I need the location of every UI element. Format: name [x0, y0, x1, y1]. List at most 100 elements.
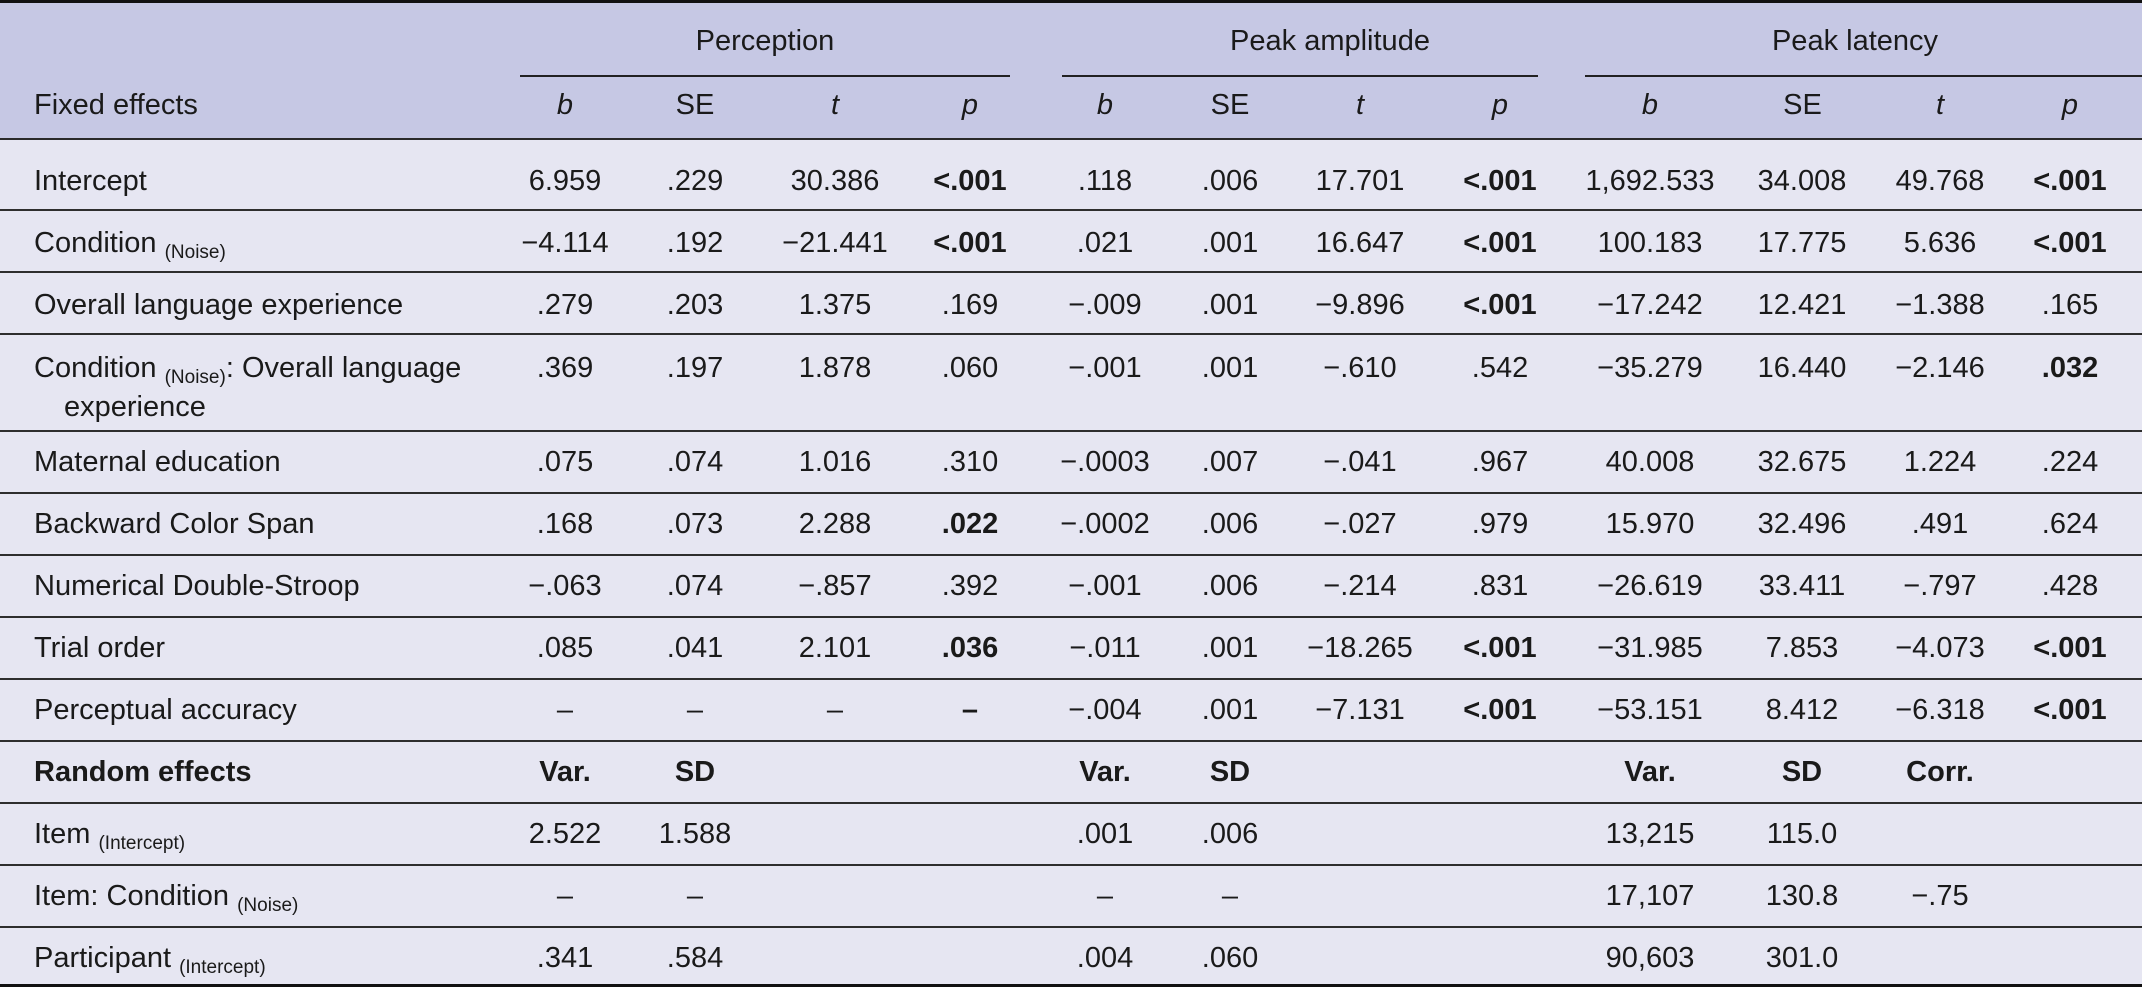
row-divider: [0, 802, 2142, 804]
table-cell: .001: [1201, 352, 1259, 384]
table-cell: –: [556, 880, 574, 912]
table-cell: <.001: [1463, 227, 1537, 259]
table-cell: .584: [666, 942, 724, 974]
row-label: Condition (Noise): [34, 227, 226, 264]
table-cell: .032: [2041, 352, 2099, 384]
table-cell: .006: [1201, 508, 1259, 540]
table-cell: 1.375: [798, 289, 872, 321]
table-cell: .073: [666, 508, 724, 540]
table-cell: 301.0: [1765, 942, 1839, 974]
row-label: Maternal education: [34, 446, 281, 479]
row-label: Condition (Noise): Overall language exper…: [34, 352, 461, 424]
header-rule: [0, 138, 2142, 140]
table-cell: .192: [666, 227, 724, 259]
col-se-latency: SE: [1783, 89, 1822, 121]
row-label: Perceptual accuracy: [34, 694, 297, 727]
table-cell: 90,603: [1605, 942, 1695, 974]
col-t-amplitude: t: [1355, 89, 1365, 121]
row-label-tail: : Overall language: [225, 352, 462, 384]
table-cell: −.797: [1903, 570, 1977, 602]
table-cell: .491: [1911, 508, 1969, 540]
row-divider: [0, 926, 2142, 928]
row-label-text: Numerical Double-Stroop: [34, 570, 360, 602]
col-t-perception: t: [830, 89, 840, 121]
table-cell: −4.114: [521, 227, 609, 259]
table-cell: 17,107: [1605, 880, 1695, 912]
table-cell: −.214: [1323, 570, 1397, 602]
table-cell: −.857: [798, 570, 872, 602]
row-label-text: Backward Color Span: [34, 508, 315, 540]
random-effects-column-header: SD: [1209, 756, 1251, 788]
group-peak-amplitude: Peak amplitude: [1230, 25, 1430, 57]
table-cell: .392: [941, 570, 999, 602]
row-divider: [0, 271, 2142, 273]
table-cell: .229: [666, 165, 724, 197]
row-divider: [0, 430, 2142, 432]
row-label-text: Item: Condition: [34, 880, 238, 912]
row-label-text: Condition: [34, 227, 165, 259]
random-effects-column-header: SD: [674, 756, 716, 788]
table-cell: 32.675: [1757, 446, 1847, 478]
table-cell: .006: [1201, 165, 1259, 197]
table-cell: −53.151: [1597, 694, 1703, 726]
row-label-subscript: (Intercept): [98, 833, 186, 854]
table-cell: 2.288: [798, 508, 872, 540]
table-cell: −.041: [1323, 446, 1397, 478]
random-effects-header: Random effects: [34, 756, 252, 788]
table-cell: −.0003: [1060, 446, 1150, 478]
table-cell: .085: [536, 632, 594, 664]
fixed-effects-header: Fixed effects: [34, 89, 198, 121]
table-cell: 32.496: [1757, 508, 1847, 540]
table-cell: −9.896: [1315, 289, 1405, 321]
table-cell: −.009: [1068, 289, 1142, 321]
table-cell: 6.959: [528, 165, 602, 197]
group-peak-latency: Peak latency: [1771, 25, 1939, 57]
col-p-latency: p: [2061, 89, 2079, 121]
table-cell: .006: [1201, 818, 1259, 850]
row-label: Item: Condition (Noise): [34, 880, 298, 917]
row-divider: [0, 492, 2142, 494]
table-cell: .310: [941, 446, 999, 478]
table-cell: .060: [1201, 942, 1259, 974]
row-label: Trial order: [34, 632, 165, 665]
table-cell: 1.224: [1903, 446, 1977, 478]
table-cell: .831: [1471, 570, 1529, 602]
table-cell: −18.265: [1307, 632, 1413, 664]
table-cell: .197: [666, 352, 724, 384]
table-cell: –: [686, 694, 704, 726]
table-cell: .624: [2041, 508, 2099, 540]
table-cell: .118: [1077, 165, 1133, 197]
table-cell: 7.853: [1765, 632, 1839, 664]
table-cell: 115.0: [1766, 818, 1838, 850]
table-cell: .165: [2041, 289, 2099, 321]
row-label-subscript: (Intercept): [179, 957, 266, 978]
table-cell: 40.008: [1605, 446, 1695, 478]
table-cell: 17.701: [1315, 165, 1405, 197]
table-cell: 30.386: [790, 165, 880, 197]
row-label-subscript: (Noise): [164, 367, 226, 388]
table-cell: −21.441: [782, 227, 888, 259]
table-cell: 1.016: [798, 446, 872, 478]
table-cell: –: [1096, 880, 1114, 912]
table-cell: −26.619: [1597, 570, 1703, 602]
table-cell: <.001: [2033, 227, 2107, 259]
table-cell: .979: [1471, 508, 1529, 540]
row-label-text: Overall language experience: [34, 289, 404, 321]
table-cell: 17.775: [1757, 227, 1847, 259]
table-cell: 2.522: [528, 818, 602, 850]
row-divider: [0, 333, 2142, 335]
col-se-perception: SE: [675, 89, 715, 121]
table-cell: −.75: [1911, 880, 1969, 912]
table-cell: .060: [941, 352, 999, 384]
table-cell: −31.985: [1597, 632, 1703, 664]
table-cell: –: [1221, 880, 1239, 912]
table-cell: 12.421: [1757, 289, 1847, 321]
table-cell: .001: [1076, 818, 1134, 850]
column-header-row: Fixed effects b SE t p b SE t p b SE t p: [0, 89, 2142, 131]
bottom-rule: [0, 984, 2142, 987]
table-cell: .369: [536, 352, 594, 384]
table-cell: 13,215: [1605, 818, 1695, 850]
row-label-text: Perceptual accuracy: [34, 694, 297, 726]
row-divider: [0, 864, 2142, 866]
row-label-text: Intercept: [34, 165, 147, 197]
